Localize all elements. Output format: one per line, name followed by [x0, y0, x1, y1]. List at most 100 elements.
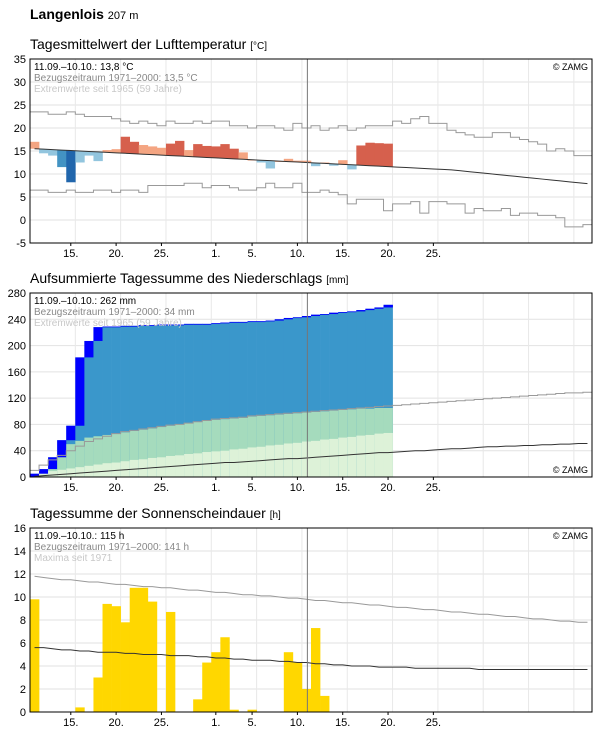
- copyright-label: © ZAMG: [553, 465, 588, 475]
- precip-increment: [311, 314, 321, 316]
- precip-area-col: [283, 317, 294, 477]
- precip-band-light: [66, 468, 76, 477]
- precip-increment: [84, 340, 94, 358]
- precip-area-col: [365, 308, 375, 477]
- precip-increment: [147, 325, 158, 326]
- precip-area-col: [247, 321, 257, 477]
- station-header: Langenlois 207 m: [30, 6, 138, 22]
- precip-band: [84, 437, 94, 477]
- precip-increment: [48, 457, 58, 470]
- precip-increment: [175, 324, 185, 326]
- y-tick-label: 10: [14, 169, 26, 181]
- x-tick-label: 25.: [154, 717, 169, 729]
- precip-band: [75, 440, 85, 477]
- sun-bar: [30, 599, 40, 712]
- y-tick-label: 120: [8, 393, 26, 405]
- sun-bar: [283, 652, 294, 712]
- sun-chart-title: Tagessumme der Sonnenscheindauer: [30, 505, 266, 521]
- y-tick-label: 5: [20, 192, 26, 204]
- precip-area-col: [383, 304, 393, 477]
- precip-band-light: [374, 433, 384, 477]
- temp-bar: [138, 145, 149, 155]
- sun-bar: [93, 677, 103, 712]
- precip-band-light: [347, 436, 357, 477]
- y-tick-label: 280: [8, 288, 26, 300]
- extremes-note: Extremwerte seit 1965 (59 Jahre): [34, 318, 182, 329]
- y-tick-label: 20: [14, 123, 26, 135]
- precip-area-col: [175, 324, 185, 477]
- x-tick-label: 20.: [108, 482, 123, 494]
- y-tick-label: 12: [14, 569, 26, 581]
- precip-band: [129, 431, 140, 477]
- x-tick-label: 20.: [380, 717, 395, 729]
- precip-band-light: [220, 450, 230, 477]
- normal-line: [34, 442, 588, 477]
- precip-band-light: [202, 452, 212, 477]
- y-tick-label: 25: [14, 100, 26, 112]
- precip-increment: [138, 325, 149, 326]
- precip-band-light: [84, 465, 94, 477]
- sun-bar: [211, 652, 221, 712]
- precip-unit: [mm]: [326, 275, 349, 286]
- temp-bar: [338, 160, 348, 165]
- precip-band-light: [238, 448, 248, 477]
- x-tick-label: 5.: [247, 482, 256, 494]
- y-tick-label: 0: [20, 472, 26, 484]
- precip-band-light: [338, 437, 348, 477]
- precip-increment: [347, 311, 357, 313]
- precip-band: [211, 419, 221, 477]
- temp-bar: [75, 151, 85, 163]
- precip-area-col: [147, 325, 158, 477]
- precip-band: [175, 424, 185, 477]
- precip-band: [256, 415, 266, 477]
- precip-band-light: [292, 442, 303, 477]
- sun-bar: [102, 603, 112, 712]
- precip-increment: [265, 320, 276, 322]
- precip-increment: [374, 307, 384, 309]
- precip-increment: [111, 326, 121, 328]
- temp-chart-title: Tagesmittelwert der Lufttemperatur: [30, 36, 247, 52]
- precip-band-light: [329, 438, 339, 477]
- x-tick-label: 5.: [247, 248, 256, 260]
- precip-chart-title: Aufsummierte Tagessumme des Niederschlag…: [30, 270, 323, 286]
- y-tick-label: 10: [14, 592, 26, 604]
- sun-bar: [111, 606, 121, 712]
- precip-increment: [202, 323, 212, 325]
- y-tick-label: 0: [20, 215, 26, 227]
- x-tick-label: 25.: [426, 717, 441, 729]
- sun-bar: [229, 709, 239, 712]
- precip-band: [138, 429, 149, 477]
- reference-period: Bezugszeitraum 1971–2000: 13,5 °C: [34, 73, 198, 84]
- temperature-chart: 35 30 25 20 15 10 5 0 -5 15. 20. 25. 1. 5. 10. 15. 20. 25…: [14, 54, 593, 260]
- precip-band: [165, 425, 176, 477]
- temp-bar: [111, 149, 121, 153]
- plot-border: [29, 58, 593, 244]
- precip-increment: [93, 327, 103, 341]
- temp-bar: [229, 148, 239, 159]
- sun-bar: [147, 601, 158, 712]
- temp-bar: [193, 144, 203, 157]
- temp-bar: [66, 150, 76, 183]
- temp-bar: [202, 145, 212, 158]
- plot-border: [29, 527, 593, 713]
- sun-bar: [301, 689, 312, 712]
- precip-band-light: [256, 446, 266, 477]
- y-tick-label: 8: [20, 615, 26, 627]
- x-tick-label: 25.: [154, 248, 169, 260]
- sun-bar: [193, 699, 203, 712]
- y-tick-label: 240: [8, 314, 26, 326]
- precip-area-col: [184, 323, 194, 477]
- precip-band-light: [229, 449, 239, 477]
- precip-band-light: [247, 447, 257, 477]
- precip-band: [229, 418, 239, 477]
- x-tick-label: 15.: [335, 717, 350, 729]
- precip-band-light: [265, 445, 276, 477]
- y-tick-label: 0: [20, 707, 26, 719]
- reference-period: Bezugszeitraum 1971–2000: 34 mm: [34, 307, 195, 318]
- precip-increment: [39, 469, 49, 474]
- precip-band-light: [102, 463, 112, 477]
- y-tick-label: 200: [8, 341, 26, 353]
- precip-increment: [165, 324, 176, 326]
- temp-title-block: Tagesmittelwert der Lufttemperatur [°C]: [30, 36, 267, 52]
- temp-bar: [129, 141, 140, 154]
